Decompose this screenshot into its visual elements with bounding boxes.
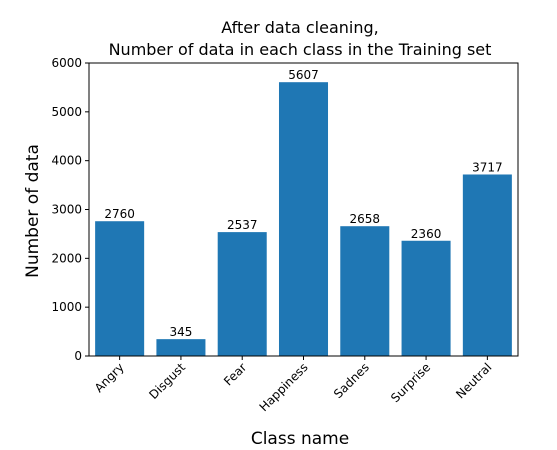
bars-group <box>95 82 512 356</box>
bar-surprise <box>402 241 451 356</box>
x-tick-label: Neutral <box>453 360 494 401</box>
chart-title-line-2: Number of data in each class in the Trai… <box>109 40 492 59</box>
bar-value-label: 2760 <box>104 207 135 221</box>
bar-value-label: 2658 <box>350 212 381 226</box>
bar-neutral <box>463 174 512 356</box>
bar-sadnes <box>340 226 389 356</box>
bar-value-label: 3717 <box>472 160 503 174</box>
bar-fear <box>218 232 267 356</box>
chart-title-line-1: After data cleaning, <box>221 18 379 37</box>
y-tick-label: 5000 <box>51 105 82 119</box>
bar-value-label: 2360 <box>411 227 442 241</box>
x-tick-label: Fear <box>221 360 249 388</box>
chart-title: After data cleaning, Number of data in e… <box>109 18 492 59</box>
bar-angry <box>95 221 144 356</box>
y-axis-ticks: 0 1000 2000 3000 4000 5000 6000 <box>51 56 89 363</box>
y-tick-label: 4000 <box>51 154 82 168</box>
y-tick-label: 1000 <box>51 300 82 314</box>
bar-value-label: 345 <box>169 325 192 339</box>
bar-happiness <box>279 82 328 356</box>
y-tick-label: 6000 <box>51 56 82 70</box>
x-axis-ticks: Angry Disgust Fear Happiness Sadnes Surprise N… <box>92 356 495 414</box>
y-tick-label: 2000 <box>51 251 82 265</box>
bar-disgust <box>156 339 205 356</box>
x-tick-label: Happiness <box>257 360 311 414</box>
x-axis-label: Class name <box>251 429 349 449</box>
bar-value-label: 5607 <box>288 68 319 82</box>
x-tick-label: Angry <box>92 360 127 395</box>
x-tick-label: Disgust <box>146 360 188 402</box>
x-tick-label: Surprise <box>388 360 433 405</box>
bar-value-label: 2537 <box>227 218 258 232</box>
y-tick-label: 0 <box>74 349 82 363</box>
y-tick-label: 3000 <box>51 203 82 217</box>
y-axis-label: Number of data <box>23 144 43 278</box>
x-tick-label: Sadnes <box>331 360 372 401</box>
